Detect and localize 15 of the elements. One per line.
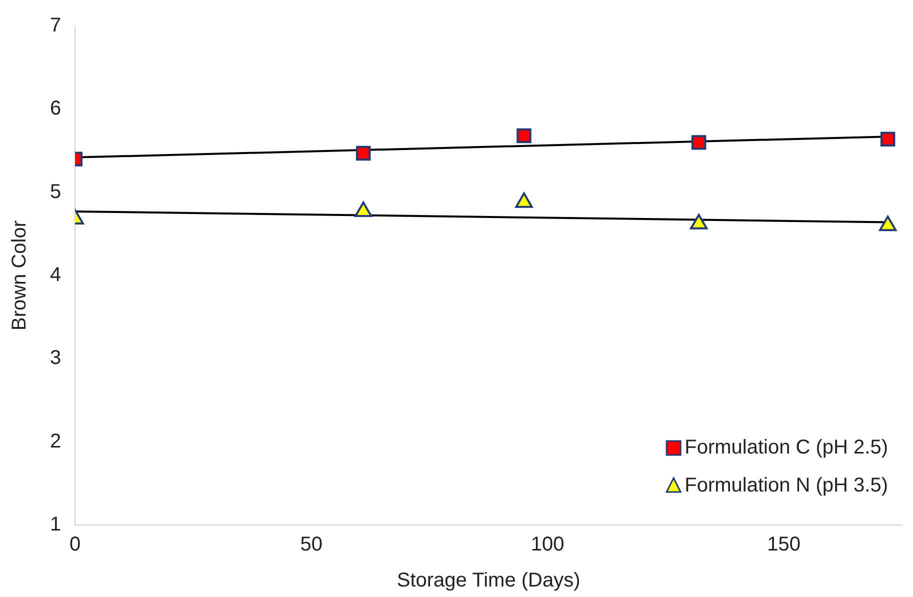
y-tick-label: 6	[50, 98, 62, 120]
y-tick-label: 4	[50, 264, 62, 286]
legend-label: Formulation N (pH 3.5)	[684, 474, 888, 497]
y-tick-label: 7	[50, 14, 62, 37]
legend-label: Formulation C (pH 2.5)	[684, 436, 888, 459]
y-axis-title: Brown Color	[8, 220, 31, 331]
x-tick-label: 50	[300, 534, 322, 556]
x-tick-label: 150	[767, 534, 801, 556]
x-tick-label: 100	[530, 534, 564, 556]
y-tick-label: 5	[50, 180, 62, 203]
y-tick-label: 1	[50, 514, 62, 536]
x-axis-title: Storage Time (Days)	[396, 570, 580, 592]
y-tick-label: 2	[50, 430, 62, 452]
x-tick-label: 0	[70, 534, 81, 556]
y-tick-label: 3	[50, 347, 62, 370]
